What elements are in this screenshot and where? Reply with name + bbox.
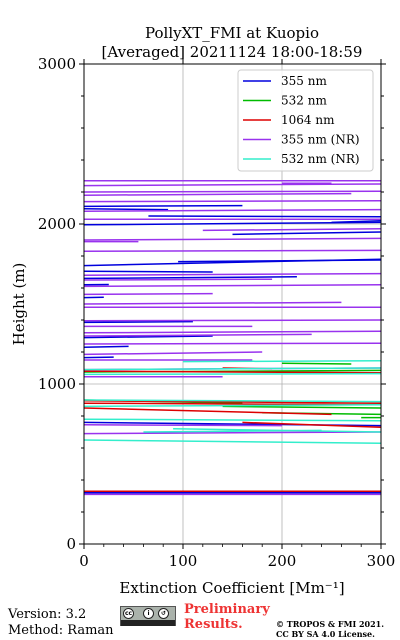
- profile-line: [83, 351, 263, 356]
- method-text: Method: Raman: [8, 623, 114, 638]
- legend-box: [237, 69, 374, 172]
- profile-line: [232, 231, 382, 236]
- y-tick-label: 3000: [38, 55, 76, 73]
- legend-label: 1064 nm: [281, 113, 335, 127]
- profile-line: [83, 292, 213, 296]
- profile-line: [83, 192, 352, 196]
- extinction-profile-chart: PollyXT_FMI at Kuopio [Averaged] 2021112…: [10, 24, 396, 597]
- profile-line: [83, 284, 382, 288]
- copyright-line2: CC BY SA 4.0 License.: [276, 629, 375, 639]
- profile-line: [83, 333, 312, 337]
- plot-frame: [83, 63, 382, 545]
- profile-line: [222, 405, 382, 409]
- profile-line: [83, 320, 193, 324]
- x-tick-label: 200: [268, 552, 297, 570]
- profile-line: [83, 237, 382, 241]
- profile-line: [242, 421, 382, 428]
- profile-line: [83, 356, 114, 359]
- x-tick-label: 100: [169, 552, 198, 570]
- copyright-notice: © TROPOS & FMI 2021. CC BY SA 4.0 Licens…: [276, 619, 384, 639]
- y-tick-label: 2000: [38, 215, 76, 233]
- profile-line: [83, 431, 382, 435]
- profile-line: [173, 428, 382, 433]
- profile-line: [83, 319, 382, 322]
- profile-line: [83, 367, 382, 371]
- preliminary-notice: Preliminary Results.: [184, 602, 270, 632]
- profile-line: [83, 278, 273, 281]
- x-tick-label: 0: [79, 552, 89, 570]
- preliminary-line2: Results.: [184, 617, 243, 632]
- series-355-nm: [83, 204, 382, 494]
- legend-label: 532 nm: [281, 94, 327, 108]
- profile-line: [83, 335, 213, 339]
- profile-line: [83, 276, 297, 280]
- profile-line: [83, 399, 382, 403]
- profile-line: [83, 342, 382, 345]
- profile-line: [83, 301, 342, 305]
- profile-line: [83, 424, 283, 427]
- x-tick-label: 300: [367, 552, 396, 570]
- profile-line: [83, 190, 382, 193]
- profile-line: [83, 418, 382, 422]
- profile-line: [83, 270, 213, 273]
- profile-line: [83, 272, 382, 276]
- profile-line: [148, 215, 382, 218]
- version-text: Version: 3.2: [8, 607, 87, 622]
- profile-line: [83, 183, 382, 187]
- profile-line: [83, 208, 382, 212]
- profile-line: [281, 362, 352, 365]
- profile-line: [83, 204, 243, 208]
- x-axis-label: Extinction Coefficient [Mm⁻¹]: [119, 579, 344, 597]
- legend-label: 355 nm (NR): [281, 133, 360, 147]
- profile-line: [83, 249, 382, 252]
- profile-line: [83, 200, 382, 203]
- preliminary-line1: Preliminary: [184, 602, 270, 617]
- profile-line: [202, 228, 382, 232]
- y-tick-label: 0: [66, 535, 76, 553]
- profile-line: [83, 372, 382, 376]
- profile-line: [83, 370, 382, 374]
- profile-line: [83, 221, 382, 226]
- y-tick-label: 1000: [38, 375, 76, 393]
- profile-line: [83, 330, 382, 334]
- profile-line: [331, 220, 382, 224]
- profile-line: [83, 400, 382, 404]
- copyright-line1: © TROPOS & FMI 2021.: [276, 619, 385, 629]
- chart-subtitle: [Averaged] 20211124 18:00-18:59: [102, 43, 363, 61]
- cc-by-sa-badge-icon: cc i ↺: [120, 606, 176, 626]
- profile-line: [83, 439, 382, 444]
- legend-label: 355 nm: [281, 74, 327, 88]
- series-lines: [83, 180, 382, 496]
- profile-line: [83, 208, 169, 211]
- profile-line: [83, 345, 129, 348]
- profile-line: [182, 360, 382, 363]
- series-532-nm-nr-: [83, 360, 382, 444]
- chart-title: PollyXT_FMI at Kuopio: [145, 24, 319, 42]
- legend-label: 532 nm (NR): [281, 152, 360, 166]
- series-355-nm-nr-: [83, 180, 382, 496]
- y-axis-label: Height (m): [10, 263, 28, 346]
- profile-line: [83, 407, 332, 416]
- profile-line: [178, 259, 382, 263]
- legend: 355 nm 532 nm 1064 nm 355 nm (NR) 532 nm (NR…: [237, 69, 374, 172]
- profile-line: [83, 404, 382, 408]
